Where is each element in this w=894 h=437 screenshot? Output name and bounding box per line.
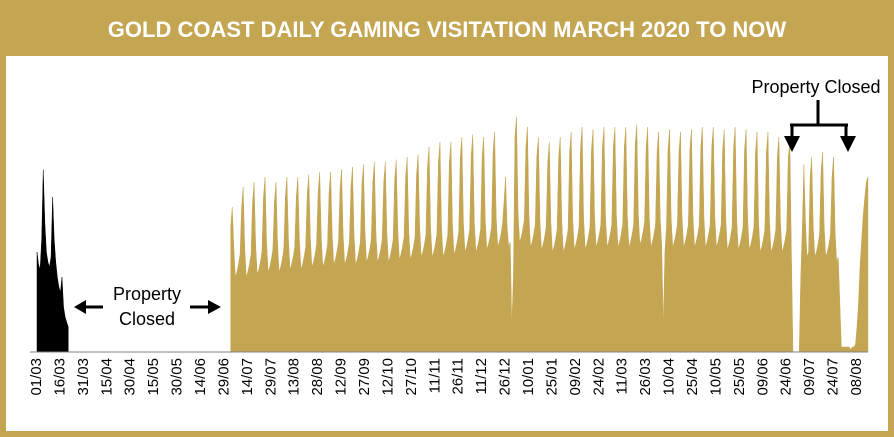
x-tick-label: 24/06 bbox=[778, 358, 795, 396]
x-tick-label: 10/01 bbox=[520, 358, 537, 396]
x-tick-label: 15/05 bbox=[145, 358, 162, 396]
x-tick-label: 26/11 bbox=[450, 358, 467, 394]
x-tick-label: 09/07 bbox=[801, 358, 818, 396]
x-tick-label: 01/03 bbox=[28, 358, 45, 396]
x-tick-label: 24/02 bbox=[590, 358, 607, 396]
x-tick-label: 14/07 bbox=[239, 358, 256, 396]
title-banner bbox=[0, 0, 894, 56]
x-tick-label: 29/07 bbox=[262, 358, 279, 396]
x-tick-label: 09/02 bbox=[567, 358, 584, 396]
x-tick-label: 30/05 bbox=[169, 358, 186, 396]
annotation: Property bbox=[113, 284, 181, 304]
closure-arrows-left bbox=[74, 300, 221, 314]
x-tick-label: 15/04 bbox=[98, 358, 115, 396]
annotation: Closed bbox=[119, 309, 175, 329]
x-tick-label: 10/05 bbox=[707, 358, 724, 396]
x-tick-label: 24/07 bbox=[825, 358, 842, 396]
x-tick-label: 25/01 bbox=[543, 358, 560, 396]
plot bbox=[36, 116, 869, 353]
x-tick-label: 25/05 bbox=[731, 358, 748, 396]
x-tick-label: 27/09 bbox=[356, 358, 373, 396]
x-tick-label: 26/03 bbox=[637, 358, 654, 396]
x-tick-label: 14/06 bbox=[192, 358, 209, 396]
x-tick-label: 12/10 bbox=[379, 358, 396, 396]
x-tick-label: 29/06 bbox=[215, 358, 232, 396]
annotation: Property Closed bbox=[751, 77, 880, 97]
x-tick-label: 28/08 bbox=[309, 358, 326, 396]
x-tick-label: 27/10 bbox=[403, 358, 420, 396]
x-tick-label: 31/03 bbox=[75, 358, 92, 396]
x-tick-label: 16/03 bbox=[51, 358, 68, 396]
x-tick-label: 08/08 bbox=[848, 358, 865, 396]
closure-arrows-right bbox=[784, 100, 856, 152]
x-tick-label: 11/03 bbox=[614, 358, 631, 394]
x-tick-label: 11/12 bbox=[473, 358, 490, 394]
x-tick-label: 11/11 bbox=[426, 358, 443, 393]
x-tick-label: 13/08 bbox=[286, 358, 303, 396]
x-tick-label: 30/04 bbox=[122, 358, 139, 396]
x-tick-label: 12/09 bbox=[333, 358, 350, 396]
area bbox=[36, 169, 69, 353]
x-tick-label: 26/12 bbox=[497, 358, 514, 396]
x-tick-label: 10/04 bbox=[661, 358, 678, 396]
chart-title: GOLD COAST DAILY GAMING VISITATION MARCH… bbox=[108, 17, 787, 42]
x-tick-label: 09/06 bbox=[754, 358, 771, 396]
x-tick-label: 25/04 bbox=[684, 358, 701, 396]
area bbox=[230, 116, 869, 353]
